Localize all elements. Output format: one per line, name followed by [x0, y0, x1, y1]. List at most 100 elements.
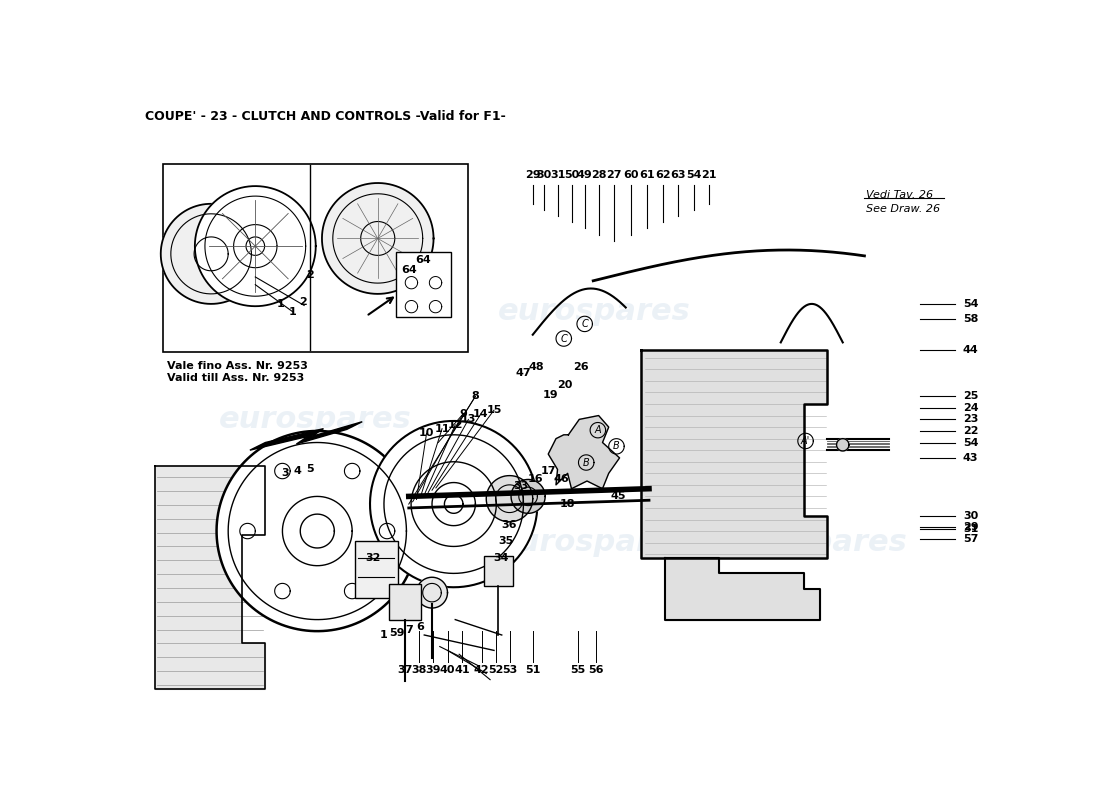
Text: 55: 55	[570, 665, 585, 674]
Text: 33: 33	[514, 482, 529, 491]
Text: 54: 54	[686, 170, 702, 179]
Text: 42: 42	[474, 665, 490, 674]
FancyBboxPatch shape	[163, 164, 469, 352]
Text: 63: 63	[671, 170, 686, 179]
Text: 31: 31	[550, 170, 565, 179]
Text: 16: 16	[527, 474, 543, 484]
Text: Valid till Ass. Nr. 9253: Valid till Ass. Nr. 9253	[167, 373, 305, 383]
Text: 45: 45	[610, 491, 626, 502]
Polygon shape	[548, 415, 619, 489]
Text: 23: 23	[962, 414, 978, 424]
Text: 48: 48	[529, 362, 544, 372]
Polygon shape	[417, 578, 448, 608]
Text: 41: 41	[454, 665, 470, 674]
Text: eurospares: eurospares	[498, 297, 691, 326]
Polygon shape	[161, 204, 262, 304]
Text: 64: 64	[416, 255, 431, 265]
Text: 9: 9	[459, 409, 466, 419]
Text: A: A	[594, 425, 602, 435]
Polygon shape	[154, 466, 265, 689]
Text: C: C	[581, 319, 589, 329]
Text: 50: 50	[564, 170, 579, 179]
Text: 54: 54	[962, 299, 978, 309]
Text: 56: 56	[588, 665, 604, 674]
Text: 1: 1	[381, 630, 388, 640]
Text: 39: 39	[425, 665, 440, 674]
Text: 21: 21	[701, 170, 716, 179]
Text: 40: 40	[440, 665, 455, 674]
Text: 17: 17	[540, 466, 556, 476]
Text: 8: 8	[472, 391, 480, 402]
Text: 24: 24	[962, 403, 979, 413]
Text: 30: 30	[537, 170, 552, 179]
Text: 49: 49	[576, 170, 593, 179]
Polygon shape	[837, 438, 849, 451]
Text: Vedi Tav. 26: Vedi Tav. 26	[866, 190, 933, 200]
Text: 61: 61	[639, 170, 656, 179]
Polygon shape	[217, 431, 418, 631]
Text: 53: 53	[503, 665, 518, 674]
Text: C: C	[560, 334, 568, 343]
Text: eurospares: eurospares	[219, 405, 412, 434]
Polygon shape	[370, 421, 538, 587]
Polygon shape	[322, 183, 433, 294]
FancyBboxPatch shape	[354, 541, 398, 598]
Text: 6: 6	[417, 622, 425, 632]
Text: 30: 30	[962, 510, 978, 521]
Polygon shape	[641, 350, 827, 558]
Text: 14: 14	[473, 409, 488, 419]
Text: 1: 1	[277, 299, 285, 309]
Text: 59: 59	[389, 629, 405, 638]
Text: 29: 29	[525, 170, 540, 179]
Text: 34: 34	[493, 553, 508, 563]
Text: 3: 3	[280, 468, 288, 478]
Text: 60: 60	[624, 170, 639, 179]
Polygon shape	[195, 186, 316, 306]
Text: eurospares: eurospares	[498, 528, 691, 557]
Text: 22: 22	[962, 426, 978, 436]
FancyBboxPatch shape	[484, 556, 513, 586]
Text: 27: 27	[606, 170, 621, 179]
Text: 36: 36	[502, 520, 517, 530]
Polygon shape	[486, 476, 532, 522]
Text: 15: 15	[486, 405, 502, 415]
Text: COUPE' - 23 - CLUTCH AND CONTROLS -Valid for F1-: COUPE' - 23 - CLUTCH AND CONTROLS -Valid…	[145, 110, 506, 123]
Text: 1: 1	[288, 306, 296, 317]
Text: Vale fino Ass. Nr. 9253: Vale fino Ass. Nr. 9253	[167, 361, 308, 371]
Text: 37: 37	[397, 665, 412, 674]
Text: 2: 2	[306, 270, 313, 280]
Text: 18: 18	[560, 499, 575, 509]
Polygon shape	[664, 558, 820, 619]
Text: 44: 44	[962, 345, 979, 355]
Text: 43: 43	[962, 453, 978, 463]
Text: 12: 12	[448, 420, 463, 430]
Text: 10: 10	[419, 428, 435, 438]
Text: 11: 11	[434, 424, 450, 434]
Text: 52: 52	[488, 665, 503, 674]
Text: 47: 47	[516, 368, 531, 378]
Text: 25: 25	[962, 391, 978, 402]
Text: 38: 38	[411, 665, 427, 674]
Text: 26: 26	[573, 362, 588, 372]
Text: 29: 29	[962, 522, 979, 532]
Text: 32: 32	[365, 553, 381, 563]
Text: 20: 20	[557, 380, 572, 390]
Polygon shape	[512, 479, 546, 514]
Text: See Draw. 26: See Draw. 26	[866, 204, 940, 214]
Text: 58: 58	[962, 314, 978, 324]
Text: 7: 7	[405, 625, 412, 634]
Text: 51: 51	[525, 665, 540, 674]
Text: 62: 62	[656, 170, 671, 179]
Text: 46: 46	[553, 474, 570, 484]
Text: 31: 31	[962, 524, 978, 534]
Text: 19: 19	[542, 390, 559, 400]
Text: 28: 28	[591, 170, 606, 179]
Text: eurospares: eurospares	[715, 528, 909, 557]
Text: 2: 2	[299, 298, 307, 307]
Text: 5: 5	[306, 464, 313, 474]
Text: B: B	[583, 458, 590, 467]
Text: 13: 13	[461, 414, 476, 424]
Text: 54: 54	[962, 438, 978, 447]
Text: 4: 4	[294, 466, 301, 476]
Text: 35: 35	[498, 536, 514, 546]
